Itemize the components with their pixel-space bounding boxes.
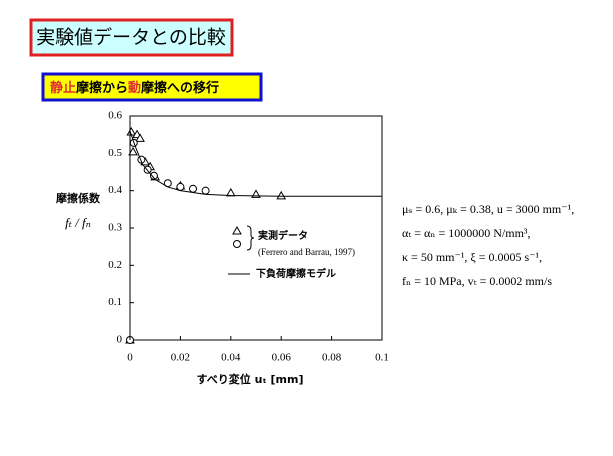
y-tick-label: 0.4 [108,184,122,196]
data-point [201,186,210,195]
legend-marker [233,240,241,248]
data-point [149,171,158,180]
y-tick-label: 0.2 [108,259,122,271]
subtitle-part: 摩擦から [76,80,128,96]
y-tick-label: 0.5 [108,147,122,159]
data-point [176,182,185,191]
x-tick-label: 0.04 [221,352,241,364]
x-tick-label: 0.08 [322,352,342,364]
y-tick-label: 0.3 [108,222,122,234]
x-tick-label: 0 [127,352,133,364]
x-tick-label: 0.06 [272,352,292,364]
x-tick-label: 0.1 [375,352,389,364]
legend-note: (Ferrero and Barrau, 1997) [258,247,355,257]
subtitle-box [41,72,263,102]
x-tick-label: 0.02 [171,352,190,364]
data-point [225,187,236,197]
data-point [276,190,287,200]
y-tick-label: 0.6 [108,110,122,122]
parameter-line: μₛ = 0.6, μₖ = 0.38, u = 3000 mm⁻¹, [402,202,574,216]
legend-marker [232,225,242,235]
plot-frame [129,115,383,341]
y-axis-label: fₜ / fₙ [65,215,91,230]
data-point [135,133,145,142]
subtitle-part: 静止 [50,80,76,96]
data-point [128,146,138,156]
subtitle-part: 動 [128,80,141,96]
title-box [29,18,234,57]
subtitle-part: 摩擦への移行 [141,80,219,96]
parameter-line: αₜ = αₙ = 1000000 N/mm³, [402,226,531,240]
x-axis-label: すべり変位 uₜ [mm] [197,372,304,386]
y-tick-label: 0 [117,334,123,346]
legend-label: 下負荷摩擦モデル [256,267,336,280]
parameter-line: fₙ = 10 MPa, vₜ = 0.0002 mm/s [402,274,552,288]
parameter-line: κ = 50 mm⁻¹, ξ = 0.0005 s⁻¹, [402,250,542,264]
y-axis-label: 摩擦係数 [56,191,101,205]
legend-brace [246,225,255,251]
title: 実験値データとの比較 [36,27,226,49]
model-line [129,130,382,340]
data-point [189,184,197,193]
legend-label: 実測データ [258,229,308,242]
y-tick-label: 0.1 [108,296,122,308]
subtitle: 静止摩擦から動摩擦への移行 [50,80,219,96]
